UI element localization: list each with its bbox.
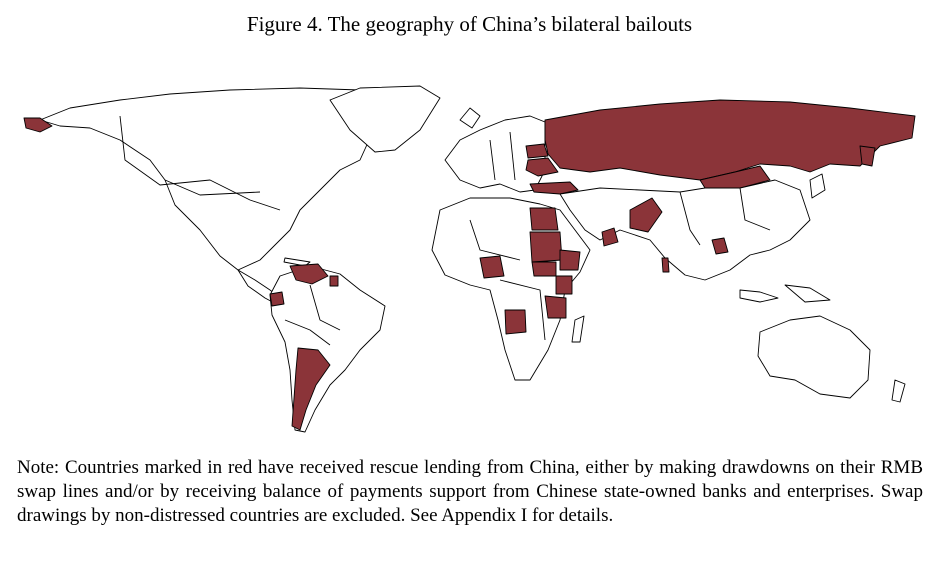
ethiopia (559, 249, 581, 271)
belarus (525, 143, 549, 159)
south-sudan (531, 261, 557, 277)
figure-note: Note: Countries marked in red have recei… (17, 457, 923, 526)
ukraine (525, 157, 559, 177)
russia (544, 99, 916, 181)
turkey (529, 181, 579, 195)
alaska-tip-region (23, 117, 53, 133)
south-america (269, 265, 386, 433)
tanzania (544, 295, 567, 319)
pakistan (629, 197, 663, 233)
asia (559, 179, 811, 281)
north-america (39, 87, 431, 271)
figure-title: Figure 4. The geography of China’s bilat… (246, 12, 693, 36)
sri-lanka (661, 257, 670, 273)
world-map (23, 85, 916, 433)
suriname (329, 275, 339, 287)
russia-east (859, 145, 876, 167)
egypt (529, 207, 559, 231)
oman (601, 227, 619, 247)
laos (711, 237, 729, 255)
australia (757, 315, 871, 399)
argentina (291, 347, 331, 431)
sudan (529, 231, 563, 263)
kenya (555, 275, 573, 295)
greenland (329, 85, 441, 153)
angola (504, 309, 527, 335)
venezuela (289, 263, 329, 285)
nigeria (479, 255, 505, 279)
ecuador (269, 291, 285, 307)
